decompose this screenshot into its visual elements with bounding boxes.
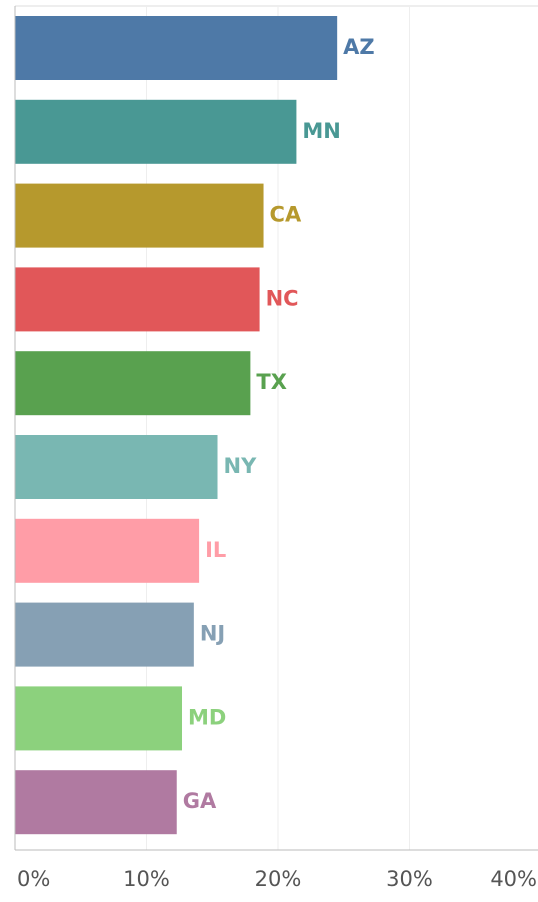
x-tick-label: 20% — [255, 867, 302, 891]
data-label: NY — [224, 454, 258, 478]
bar — [15, 770, 177, 835]
x-tick-label: 30% — [386, 867, 433, 891]
data-label: GA — [183, 789, 217, 813]
bar — [15, 183, 264, 248]
bar — [15, 16, 338, 80]
data-label: IL — [205, 538, 226, 562]
data-label: NJ — [200, 622, 225, 646]
bar — [15, 602, 194, 667]
data-label: MN — [302, 119, 340, 143]
data-label: CA — [270, 203, 302, 227]
data-label: AZ — [343, 35, 374, 59]
x-tick-label: 10% — [123, 867, 170, 891]
x-tick-label: 0% — [17, 867, 50, 891]
x-tick-label: 40% — [490, 867, 537, 891]
bar — [15, 435, 218, 499]
bar — [15, 518, 200, 583]
data-label: MD — [188, 705, 226, 729]
bar — [15, 351, 251, 416]
bar — [15, 267, 260, 332]
data-label: NC — [266, 286, 299, 310]
data-label: TX — [256, 370, 287, 394]
bar — [15, 99, 297, 164]
bar — [15, 686, 183, 751]
